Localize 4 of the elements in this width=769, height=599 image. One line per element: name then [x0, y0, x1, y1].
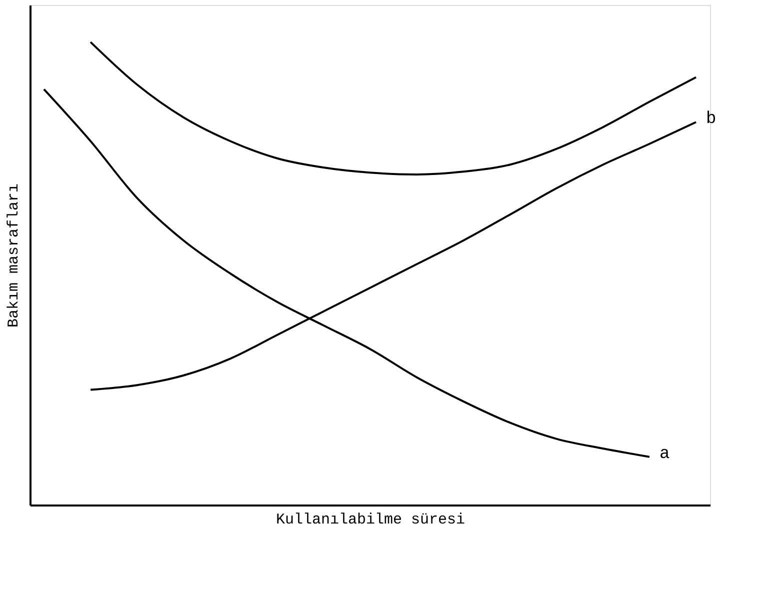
y-axis-title: Bakım masrafları — [6, 183, 22, 328]
series-label: a — [659, 444, 670, 464]
x-axis-title: Kullanılabilme süresi — [276, 512, 466, 528]
series-label: b — [706, 110, 716, 130]
